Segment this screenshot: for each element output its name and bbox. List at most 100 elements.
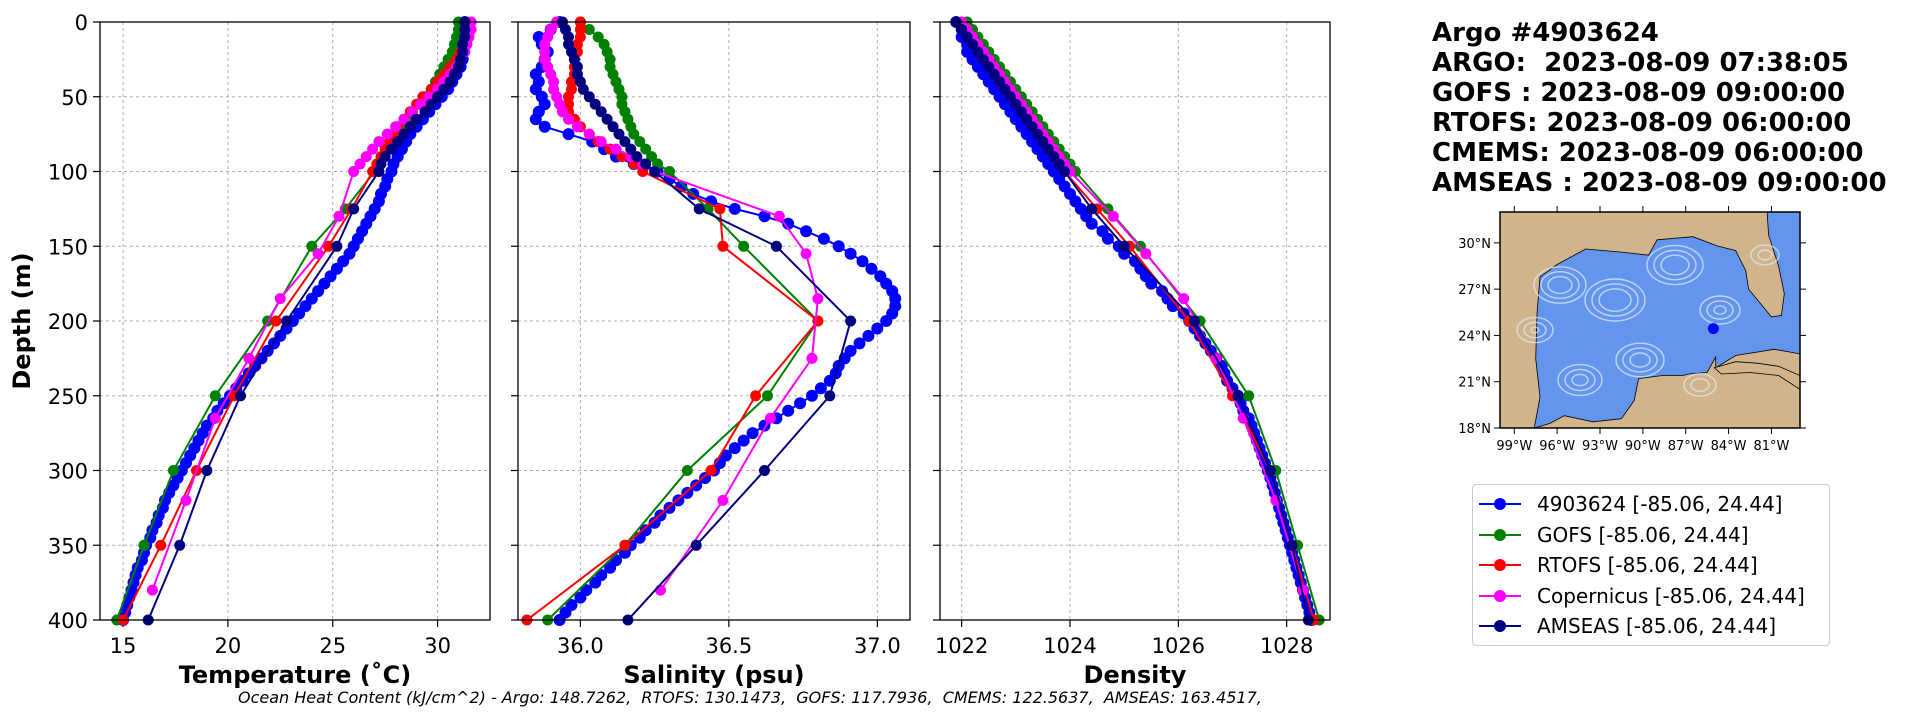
legend-item: RTOFS [-85.06, 24.44]: [1479, 550, 1758, 580]
data-point: [306, 240, 318, 252]
data-point: [209, 412, 221, 424]
data-point: [613, 128, 625, 140]
data-point: [655, 584, 666, 596]
data-point: [794, 397, 807, 410]
data-point: [738, 240, 750, 252]
data-point: [155, 539, 167, 551]
data-point: [180, 494, 192, 506]
current-streamline: [1706, 300, 1734, 320]
data-point: [398, 113, 410, 125]
map-lon-label: 81°W: [1753, 439, 1789, 454]
data-point: [411, 113, 423, 125]
data-point: [1232, 390, 1244, 402]
data-point: [138, 539, 150, 551]
data-point: [348, 203, 360, 215]
data-point: [419, 106, 431, 118]
ocean-heat-content-note: Ocean Heat Content (kJ/cm^2) - Argo: 148…: [238, 688, 1262, 707]
data-point: [640, 158, 652, 170]
data-point: [432, 91, 444, 103]
data-point: [762, 390, 773, 402]
map-lat-label: 27°N: [1458, 283, 1491, 298]
data-point: [737, 434, 750, 447]
data-point: [764, 412, 776, 424]
data-point: [583, 91, 595, 103]
data-point: [235, 390, 246, 402]
x-tick-label: 36.0: [557, 634, 604, 658]
data-point: [759, 465, 770, 476]
map-lon-label: 96°W: [1539, 439, 1575, 454]
data-point: [750, 390, 762, 402]
data-point: [782, 217, 795, 230]
data-point: [444, 76, 456, 88]
data-point: [1178, 293, 1190, 305]
data-point: [571, 121, 583, 133]
legend-swatch: [1479, 494, 1527, 514]
data-point: [1286, 539, 1298, 551]
legend-item: Copernicus [-85.06, 24.44]: [1479, 581, 1805, 611]
data-point: [574, 591, 587, 604]
data-point: [832, 240, 845, 253]
current-streamline: [1653, 249, 1697, 281]
temperature-panel: 0 50 100 150 200 250 300 350 400 15 20 25 30 Temperat…: [8, 11, 491, 689]
data-point: [323, 240, 334, 252]
data-point: [167, 465, 179, 476]
data-point: [557, 106, 568, 118]
current-streamline: [1547, 275, 1573, 295]
y-tick-label: 350: [48, 534, 88, 558]
x-tick-label: 30: [424, 634, 451, 658]
current-streamline: [1622, 347, 1658, 373]
data-point: [865, 262, 878, 275]
x-tick-label: 37.0: [854, 634, 901, 658]
x-tick-label: 36.5: [705, 634, 752, 658]
map-lat-label: 18°N: [1458, 422, 1491, 437]
data-point: [773, 210, 785, 222]
data-point: [758, 210, 771, 223]
timestamp-line: CMEMS: 2023-08-09 06:00:00: [1432, 138, 1864, 168]
x-tick-label: 1024: [1043, 634, 1096, 658]
data-point: [664, 166, 675, 177]
data-point: [607, 121, 619, 133]
data-point: [817, 232, 830, 245]
x-axis-label: Temperature (˚C): [179, 661, 412, 689]
data-point: [1243, 390, 1255, 402]
data-point: [871, 322, 884, 335]
data-point: [1189, 315, 1201, 327]
map-lon-label: 87°W: [1668, 439, 1704, 454]
data-point: [619, 539, 631, 551]
map-lon-label: 93°W: [1582, 439, 1618, 454]
data-point: [604, 561, 617, 574]
map-lon-label: 84°W: [1711, 439, 1747, 454]
legend-swatch: [1479, 525, 1527, 545]
data-point: [592, 31, 604, 43]
y-tick-label: 300: [48, 460, 88, 484]
data-point: [800, 248, 812, 260]
density-panel: 1022 1024 1026 1028 Density: [933, 16, 1331, 689]
data-point: [1086, 203, 1098, 215]
data-point: [782, 404, 795, 417]
data-point: [367, 143, 379, 155]
timestamp-line: GOFS : 2023-08-09 09:00:00: [1432, 78, 1846, 108]
data-point: [1085, 217, 1098, 230]
current-streamline: [1523, 321, 1547, 339]
series-3: [539, 16, 824, 596]
data-point: [595, 136, 607, 148]
legend-label: RTOFS [-85.06, 24.44]: [1537, 553, 1758, 577]
map-frame: [1499, 211, 1801, 429]
map-lat-label: 21°N: [1458, 376, 1491, 391]
y-tick-label: 0: [75, 11, 88, 35]
data-point: [628, 128, 640, 140]
x-tick-label: 25: [319, 634, 346, 658]
axes-frame: [939, 21, 1331, 621]
data-point: [610, 143, 622, 155]
x-axis-label: Density: [1084, 661, 1187, 689]
legend: 4903624 [-85.06, 24.44] GOFS [-85.06, 24.…: [1472, 484, 1830, 646]
data-point: [209, 390, 221, 402]
current-streamline: [1540, 271, 1580, 300]
salinity-panel: 36.0 36.5 37.0 Salinity (psu): [511, 16, 911, 689]
data-point: [562, 128, 575, 141]
data-point: [373, 136, 385, 148]
data-point: [386, 143, 397, 155]
legend-swatch: [1479, 616, 1527, 636]
data-point: [373, 166, 385, 177]
data-point: [563, 113, 574, 125]
